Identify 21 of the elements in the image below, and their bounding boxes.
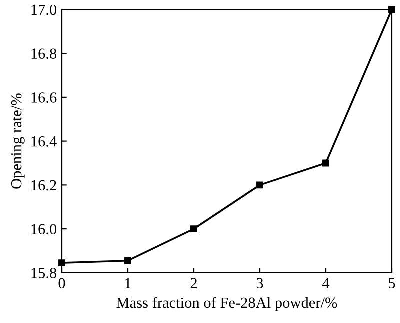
y-axis-title: Opening rate/%	[11, 94, 25, 189]
y-tick-label: 16.8	[32, 48, 57, 60]
y-tick-label: 17.0	[32, 4, 57, 16]
x-axis-title: Mass fraction of Fe-28Al powder/%	[116, 297, 338, 312]
y-tick-label: 16.2	[32, 180, 56, 191]
y-tick-label: 16.6	[32, 92, 57, 103]
x-tick-label: 2	[190, 278, 197, 288]
point	[190, 226, 198, 233]
point	[322, 160, 330, 167]
x-tick-label: 3	[256, 278, 264, 289]
y-tick-label: 16.4	[32, 136, 57, 147]
y-tick-label: 16.0	[32, 224, 57, 235]
point	[58, 260, 66, 267]
point	[256, 182, 264, 189]
y-tick-label: 15.8	[32, 268, 57, 278]
x-tick-label: 5	[389, 278, 396, 289]
point	[388, 6, 396, 14]
x-tick-label: 4	[322, 278, 330, 288]
x-tick-label: 0	[58, 278, 66, 289]
point	[124, 257, 132, 264]
x-tick-label: 1	[126, 278, 131, 288]
